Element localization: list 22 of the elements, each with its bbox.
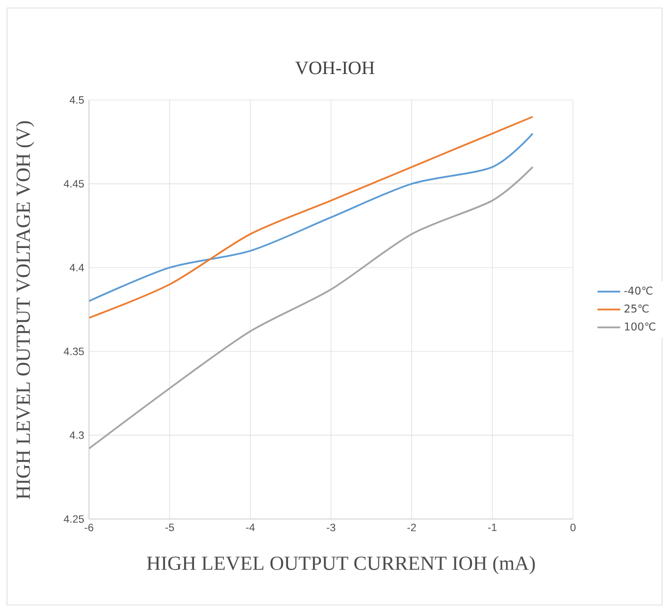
x-tick-label: -2 — [407, 524, 416, 532]
y-tick-label: 4.25 — [64, 515, 84, 523]
y-tick-label: 4.4 — [70, 264, 84, 272]
line-series — [89, 132, 534, 302]
x-tick-label: -1 — [488, 524, 497, 532]
y-tick-label: 4.45 — [64, 180, 84, 188]
y-axis-title: HIGH LEVEL OUTPUT VOLTAGE VOH (V) — [16, 121, 34, 500]
legend-label: -40℃ — [624, 286, 652, 295]
x-tick-label: -5 — [165, 524, 174, 532]
legend-label: 100℃ — [624, 322, 656, 331]
line-series — [89, 116, 534, 319]
line-series — [89, 166, 534, 450]
x-tick-label: -6 — [84, 524, 94, 532]
x-tick-label: -3 — [326, 524, 336, 532]
legend-label: 25℃ — [624, 304, 649, 313]
y-tick-label: 4.5 — [70, 96, 84, 104]
x-tick-label: -4 — [246, 524, 255, 532]
y-tick-label: 4.35 — [64, 348, 84, 356]
x-axis-title: HIGH LEVEL OUTPUT CURRENT IOH (mA) — [146, 556, 535, 574]
x-tick-label: 0 — [570, 524, 576, 532]
y-tick-label: 4.3 — [70, 431, 84, 439]
chart-title: VOH-IOH — [295, 62, 374, 74]
